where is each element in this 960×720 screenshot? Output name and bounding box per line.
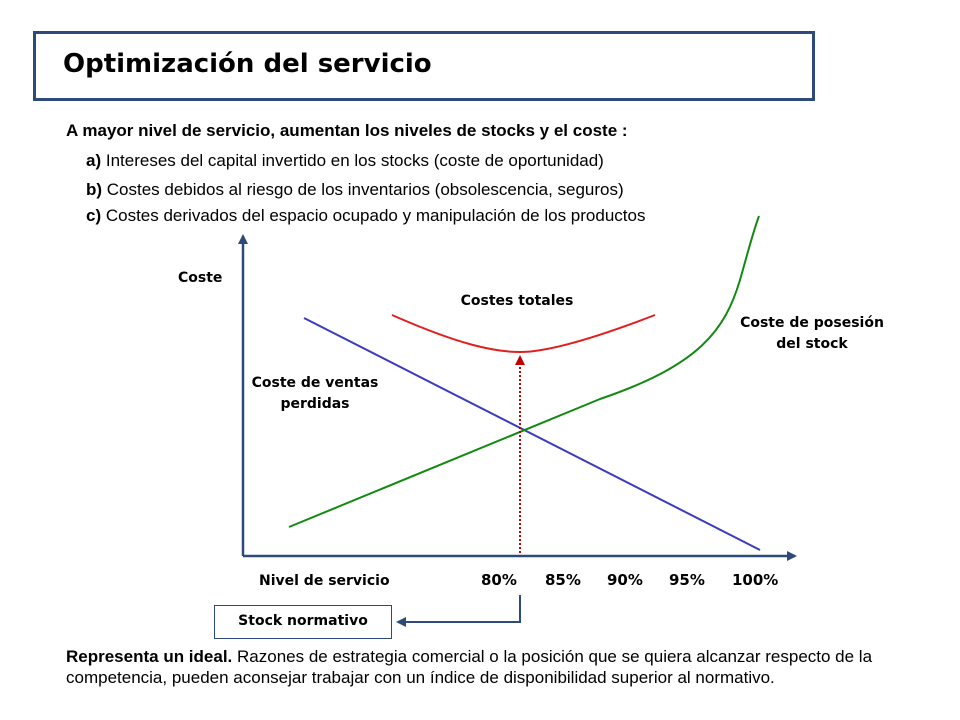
- list-item: c) Costes derivados del espacio ocupado …: [86, 206, 645, 226]
- x-tick-label: 100%: [732, 571, 779, 589]
- x-tick-label: 90%: [607, 571, 643, 589]
- holding-cost-label-line2: del stock: [776, 336, 848, 352]
- footer-paragraph: Representa un ideal. Razones de estrateg…: [66, 646, 896, 688]
- lost-sales-cost-label-line1: Coste de ventas: [251, 375, 379, 391]
- intro-text: A mayor nivel de servicio, aumentan los …: [66, 121, 628, 140]
- list-item-letter: a): [86, 151, 102, 170]
- total-cost-curve: [391, 314, 656, 354]
- lost-sales-cost-label-line2: perdidas: [280, 396, 350, 412]
- page-title: Optimización del servicio: [63, 49, 432, 79]
- list-item-letter: c): [86, 206, 102, 225]
- list-item-text: Costes debidos al riesgo de los inventar…: [102, 180, 624, 199]
- y-axis-label: Coste: [178, 270, 223, 286]
- list-item: b) Costes debidos al riesgo de los inven…: [86, 180, 624, 200]
- x-tick-label: 95%: [669, 571, 705, 589]
- stock-connector-arrow: [396, 595, 521, 627]
- list-item: a) Intereses del capital invertido en lo…: [86, 151, 604, 171]
- holding-cost-curve: [288, 215, 760, 528]
- lost-sales-cost-label: Coste de ventas perdidas: [250, 373, 380, 415]
- list-item-letter: b): [86, 180, 103, 199]
- holding-cost-label: Coste de posesión del stock: [717, 313, 907, 355]
- holding-cost-label-line1: Coste de posesión: [740, 315, 884, 331]
- x-tick-label: 85%: [545, 571, 581, 589]
- list-item-text: Costes derivados del espacio ocupado y m…: [101, 206, 646, 225]
- x-tick-label: 80%: [481, 571, 517, 589]
- footer-bold: Representa un ideal.: [66, 647, 233, 666]
- total-cost-label: Costes totales: [460, 293, 574, 309]
- x-axis-label: Nivel de servicio: [259, 573, 390, 589]
- lost-sales-cost-line: [303, 317, 761, 551]
- stock-normativo-label: Stock normativo: [238, 613, 368, 629]
- list-item-text: Intereses del capital invertido en los s…: [101, 151, 604, 170]
- footer-text: Razones de estrategia comercial o la pos…: [66, 647, 873, 687]
- title-box: Optimización del servicio: [33, 31, 815, 101]
- stock-normativo-box: Stock normativo: [214, 605, 392, 639]
